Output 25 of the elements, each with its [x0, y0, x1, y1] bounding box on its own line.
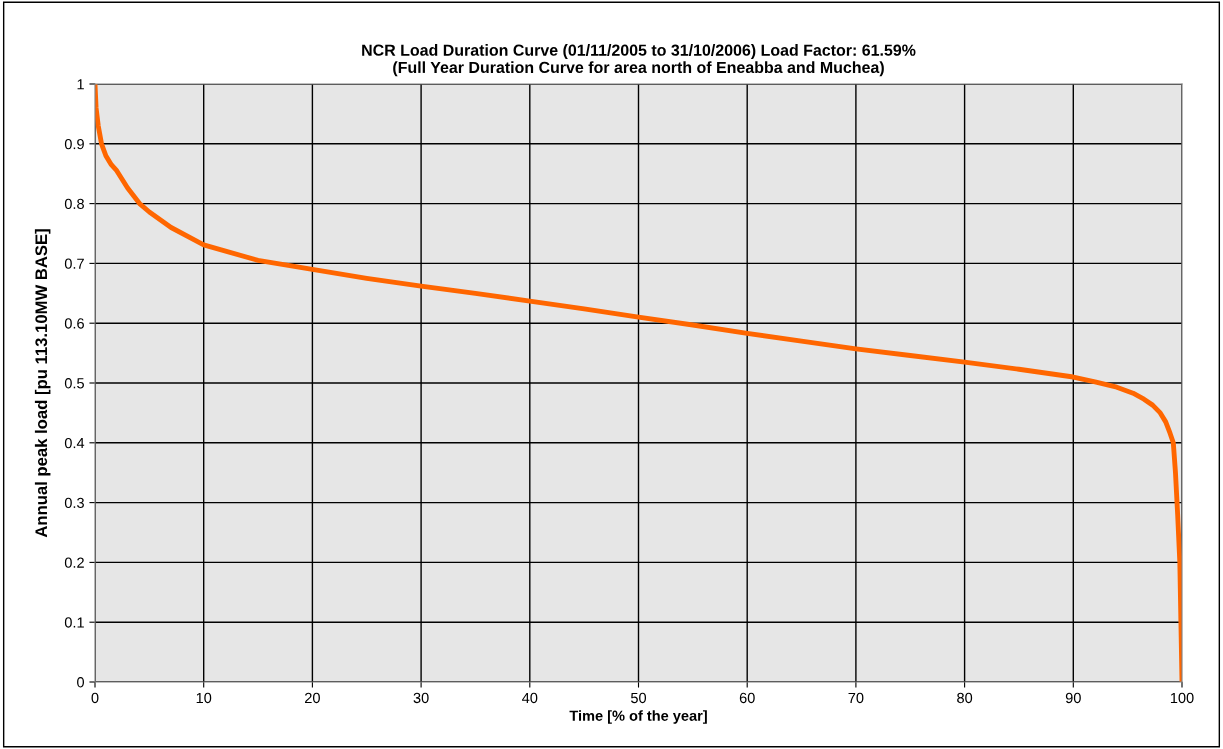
- x-tick-label: 80: [957, 692, 973, 704]
- x-tick-label: 90: [1065, 692, 1081, 704]
- y-tick-label: 0.9: [64, 138, 84, 150]
- x-tick-label: 0: [91, 692, 99, 704]
- y-tick-label: 0.4: [64, 437, 85, 449]
- x-tick-label: 20: [305, 692, 320, 704]
- y-tick-label: 0.3: [64, 497, 84, 509]
- x-tick-label: 100: [1170, 692, 1194, 704]
- y-axis-title: Annual peak load [pu 113.10MW BASE]: [34, 229, 51, 538]
- y-tick-label: 0.2: [64, 557, 84, 568]
- x-tick-label: 50: [630, 692, 647, 704]
- chart-title: NCR Load Duration Curve (01/11/2005 to 31/10/2006) Load Factor: 61.59% (Full Year Duration Curve for area north of Eneabba and Muchea): [362, 44, 916, 77]
- x-tick-label: 10: [196, 692, 212, 704]
- y-tick-label: 0.1: [64, 617, 84, 628]
- y-tick-label: 0.8: [64, 198, 84, 210]
- x-tick-label: 60: [739, 692, 755, 704]
- y-tick-label: 0: [77, 677, 85, 688]
- y-tick-label: 0.5: [64, 378, 84, 389]
- x-tick-label: 70: [848, 692, 864, 704]
- x-tick-label: 40: [522, 692, 538, 704]
- x-tick-label: 30: [413, 692, 429, 704]
- x-axis-title: Time [% of the year]: [569, 710, 707, 724]
- y-tick-label: 1: [77, 79, 84, 90]
- y-tick-label: 0.6: [64, 318, 84, 329]
- y-tick-label: 0.7: [64, 258, 84, 269]
